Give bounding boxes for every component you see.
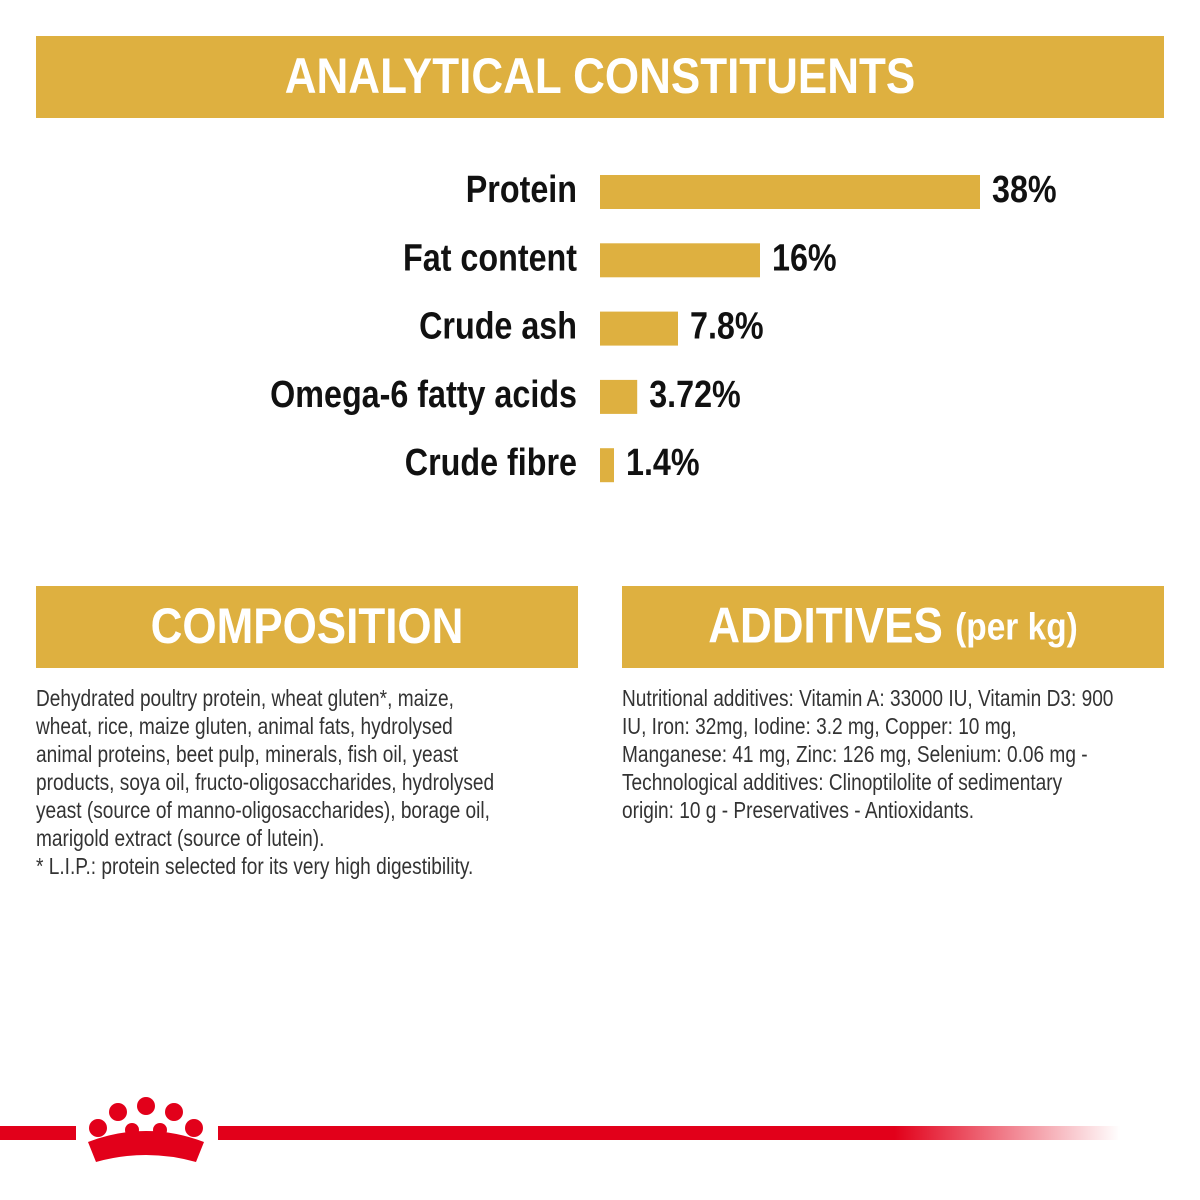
text-line: wheat, rice, maize gluten, animal fats, … [35, 714, 453, 739]
text-line: * L.I.P.: protein selected for its very … [36, 854, 473, 879]
value-label: 16% [772, 237, 837, 279]
composition-band [36, 586, 578, 668]
bar [600, 379, 638, 414]
category-label: Omega-6 fatty acids [270, 374, 577, 416]
bar [600, 175, 980, 209]
bar [600, 311, 678, 346]
text-line: marigold extract (source of lutein). [36, 826, 324, 851]
additives-title-suffix: (per kg) [955, 606, 1078, 648]
value-label: 1.4% [626, 442, 700, 484]
value-label: 7.8% [690, 305, 764, 347]
category-label: Crude fibre [405, 442, 577, 484]
text-line: Technological additives: Clinoptilolite … [622, 770, 1063, 795]
text-line: IU, Iron: 32mg, Iodine: 3.2 mg, Copper: … [622, 714, 1017, 739]
composition-title: COMPOSITION [151, 598, 464, 654]
category-label: Protein [466, 169, 577, 211]
text-line: animal proteins, beet pulp, minerals, fi… [36, 742, 458, 767]
text-line: Manganese: 41 mg, Zinc: 126 mg, Selenium… [622, 742, 1088, 767]
text-line: origin: 10 g - Preservatives - Antioxida… [622, 798, 974, 823]
header-band [36, 36, 1164, 118]
text-line: products, soya oil, fructo-oligosacchari… [36, 770, 494, 795]
category-label: Fat content [403, 237, 577, 279]
text-line: Nutritional additives: Vitamin A: 33000 … [622, 686, 1113, 711]
crown-logo [88, 1097, 204, 1162]
value-label: 38% [992, 169, 1057, 211]
text-line: yeast (source of manno-oligosaccharides)… [36, 798, 490, 823]
footer [0, 1097, 1120, 1162]
text-line: Dehydrated poultry protein, wheat gluten… [36, 686, 454, 711]
header-title: ANALYTICAL CONSTITUENTS [285, 48, 915, 104]
footer-line-right [218, 1126, 1120, 1140]
footer-line-left [0, 1126, 76, 1140]
value-label: 3.72% [649, 374, 741, 416]
additives-title: ADDITIVES (per kg) [708, 598, 1078, 654]
bar [600, 243, 760, 278]
additives-band [622, 586, 1164, 668]
bar [600, 448, 614, 483]
additives-title-main: ADDITIVES [708, 598, 943, 654]
category-label: Crude ash [419, 305, 577, 347]
composition-text: Dehydrated poultry protein, wheat gluten… [35, 686, 494, 879]
additives-text: Nutritional additives: Vitamin A: 33000 … [622, 686, 1113, 823]
